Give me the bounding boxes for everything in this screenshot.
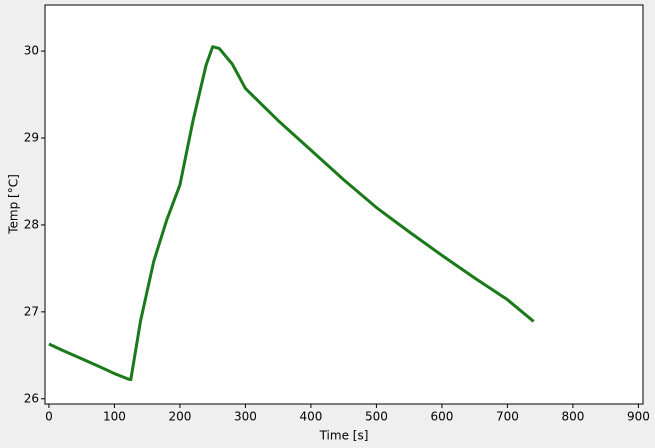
- y-tick-label: 28: [24, 217, 39, 231]
- x-tick-label: 800: [561, 410, 584, 424]
- x-tick-label: 200: [168, 410, 191, 424]
- y-axis-label: Temp [°C]: [7, 174, 21, 235]
- y-tick-label: 27: [24, 304, 39, 318]
- y-tick-label: 30: [24, 44, 39, 58]
- data-line: [48, 45, 535, 382]
- x-tick-label: 400: [299, 410, 322, 424]
- plot-area: [44, 4, 644, 405]
- x-axis-label: Time [s]: [319, 429, 369, 443]
- x-tick-label: 600: [430, 410, 453, 424]
- x-tick-label: 0: [45, 410, 53, 424]
- x-tick-label: 100: [103, 410, 126, 424]
- x-tick-label: 700: [496, 410, 519, 424]
- x-tick-label: 300: [234, 410, 257, 424]
- y-tick-label: 26: [24, 391, 39, 405]
- x-tick-label: 500: [365, 410, 388, 424]
- x-tick-label: 900: [627, 410, 650, 424]
- y-tick-label: 29: [24, 131, 39, 145]
